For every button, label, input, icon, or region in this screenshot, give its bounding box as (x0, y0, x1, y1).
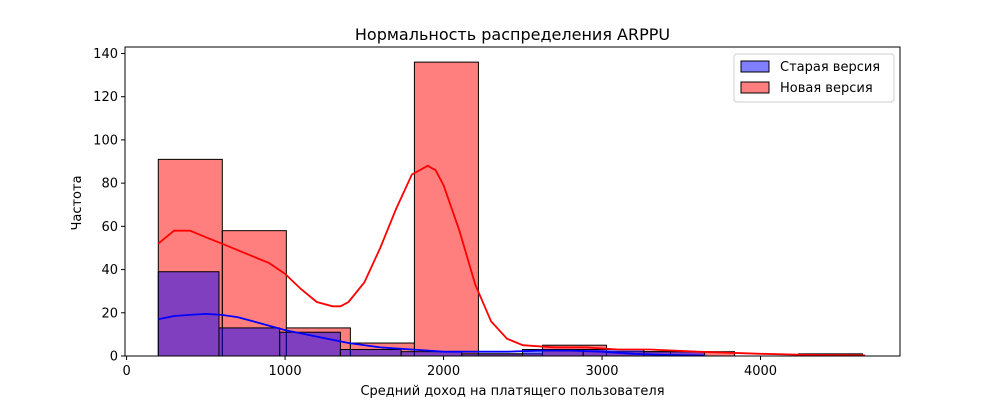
legend-label-new: Новая версия (780, 81, 873, 96)
legend-swatch-new (740, 81, 770, 94)
x-axis: 0 1000 2000 3000 4000 (122, 356, 777, 379)
plot-frame (124, 46, 901, 357)
y-tick-label: 80 (101, 177, 118, 192)
y-tick-label: 40 (101, 263, 118, 278)
y-axis-label: Частота (70, 175, 85, 230)
histogram-bar (339, 349, 402, 357)
histogram-bar (218, 327, 281, 357)
y-tick-label: 100 (93, 133, 118, 148)
kde-line (157, 164, 866, 357)
histogram-bar (413, 61, 479, 357)
x-axis-label: Средний доход на платящего пользователя (360, 384, 664, 399)
x-tick-label: 4000 (744, 364, 777, 379)
chart-title: Нормальность распределения ARPPU (355, 25, 670, 44)
y-tick-label: 20 (101, 306, 118, 321)
y-tick-label: 120 (93, 90, 118, 105)
legend-swatch-old (740, 60, 770, 73)
x-tick-label: 3000 (585, 364, 618, 379)
y-tick-label: 0 (110, 350, 118, 365)
legend: Старая версия Новая версия (733, 53, 895, 103)
series-old (157, 271, 706, 357)
x-tick-label: 1000 (269, 364, 302, 379)
kde-line (158, 312, 706, 357)
legend-label-old: Старая версия (780, 60, 880, 75)
x-tick-label: 2000 (427, 364, 460, 379)
y-tick-label: 60 (101, 220, 118, 235)
plot-area (157, 61, 866, 357)
x-tick-label: 0 (122, 364, 130, 379)
y-tick-label: 140 (93, 47, 118, 62)
series-new (157, 61, 864, 357)
legend-frame (733, 53, 895, 103)
y-axis: 0 20 40 60 80 100 120 140 (93, 47, 125, 365)
